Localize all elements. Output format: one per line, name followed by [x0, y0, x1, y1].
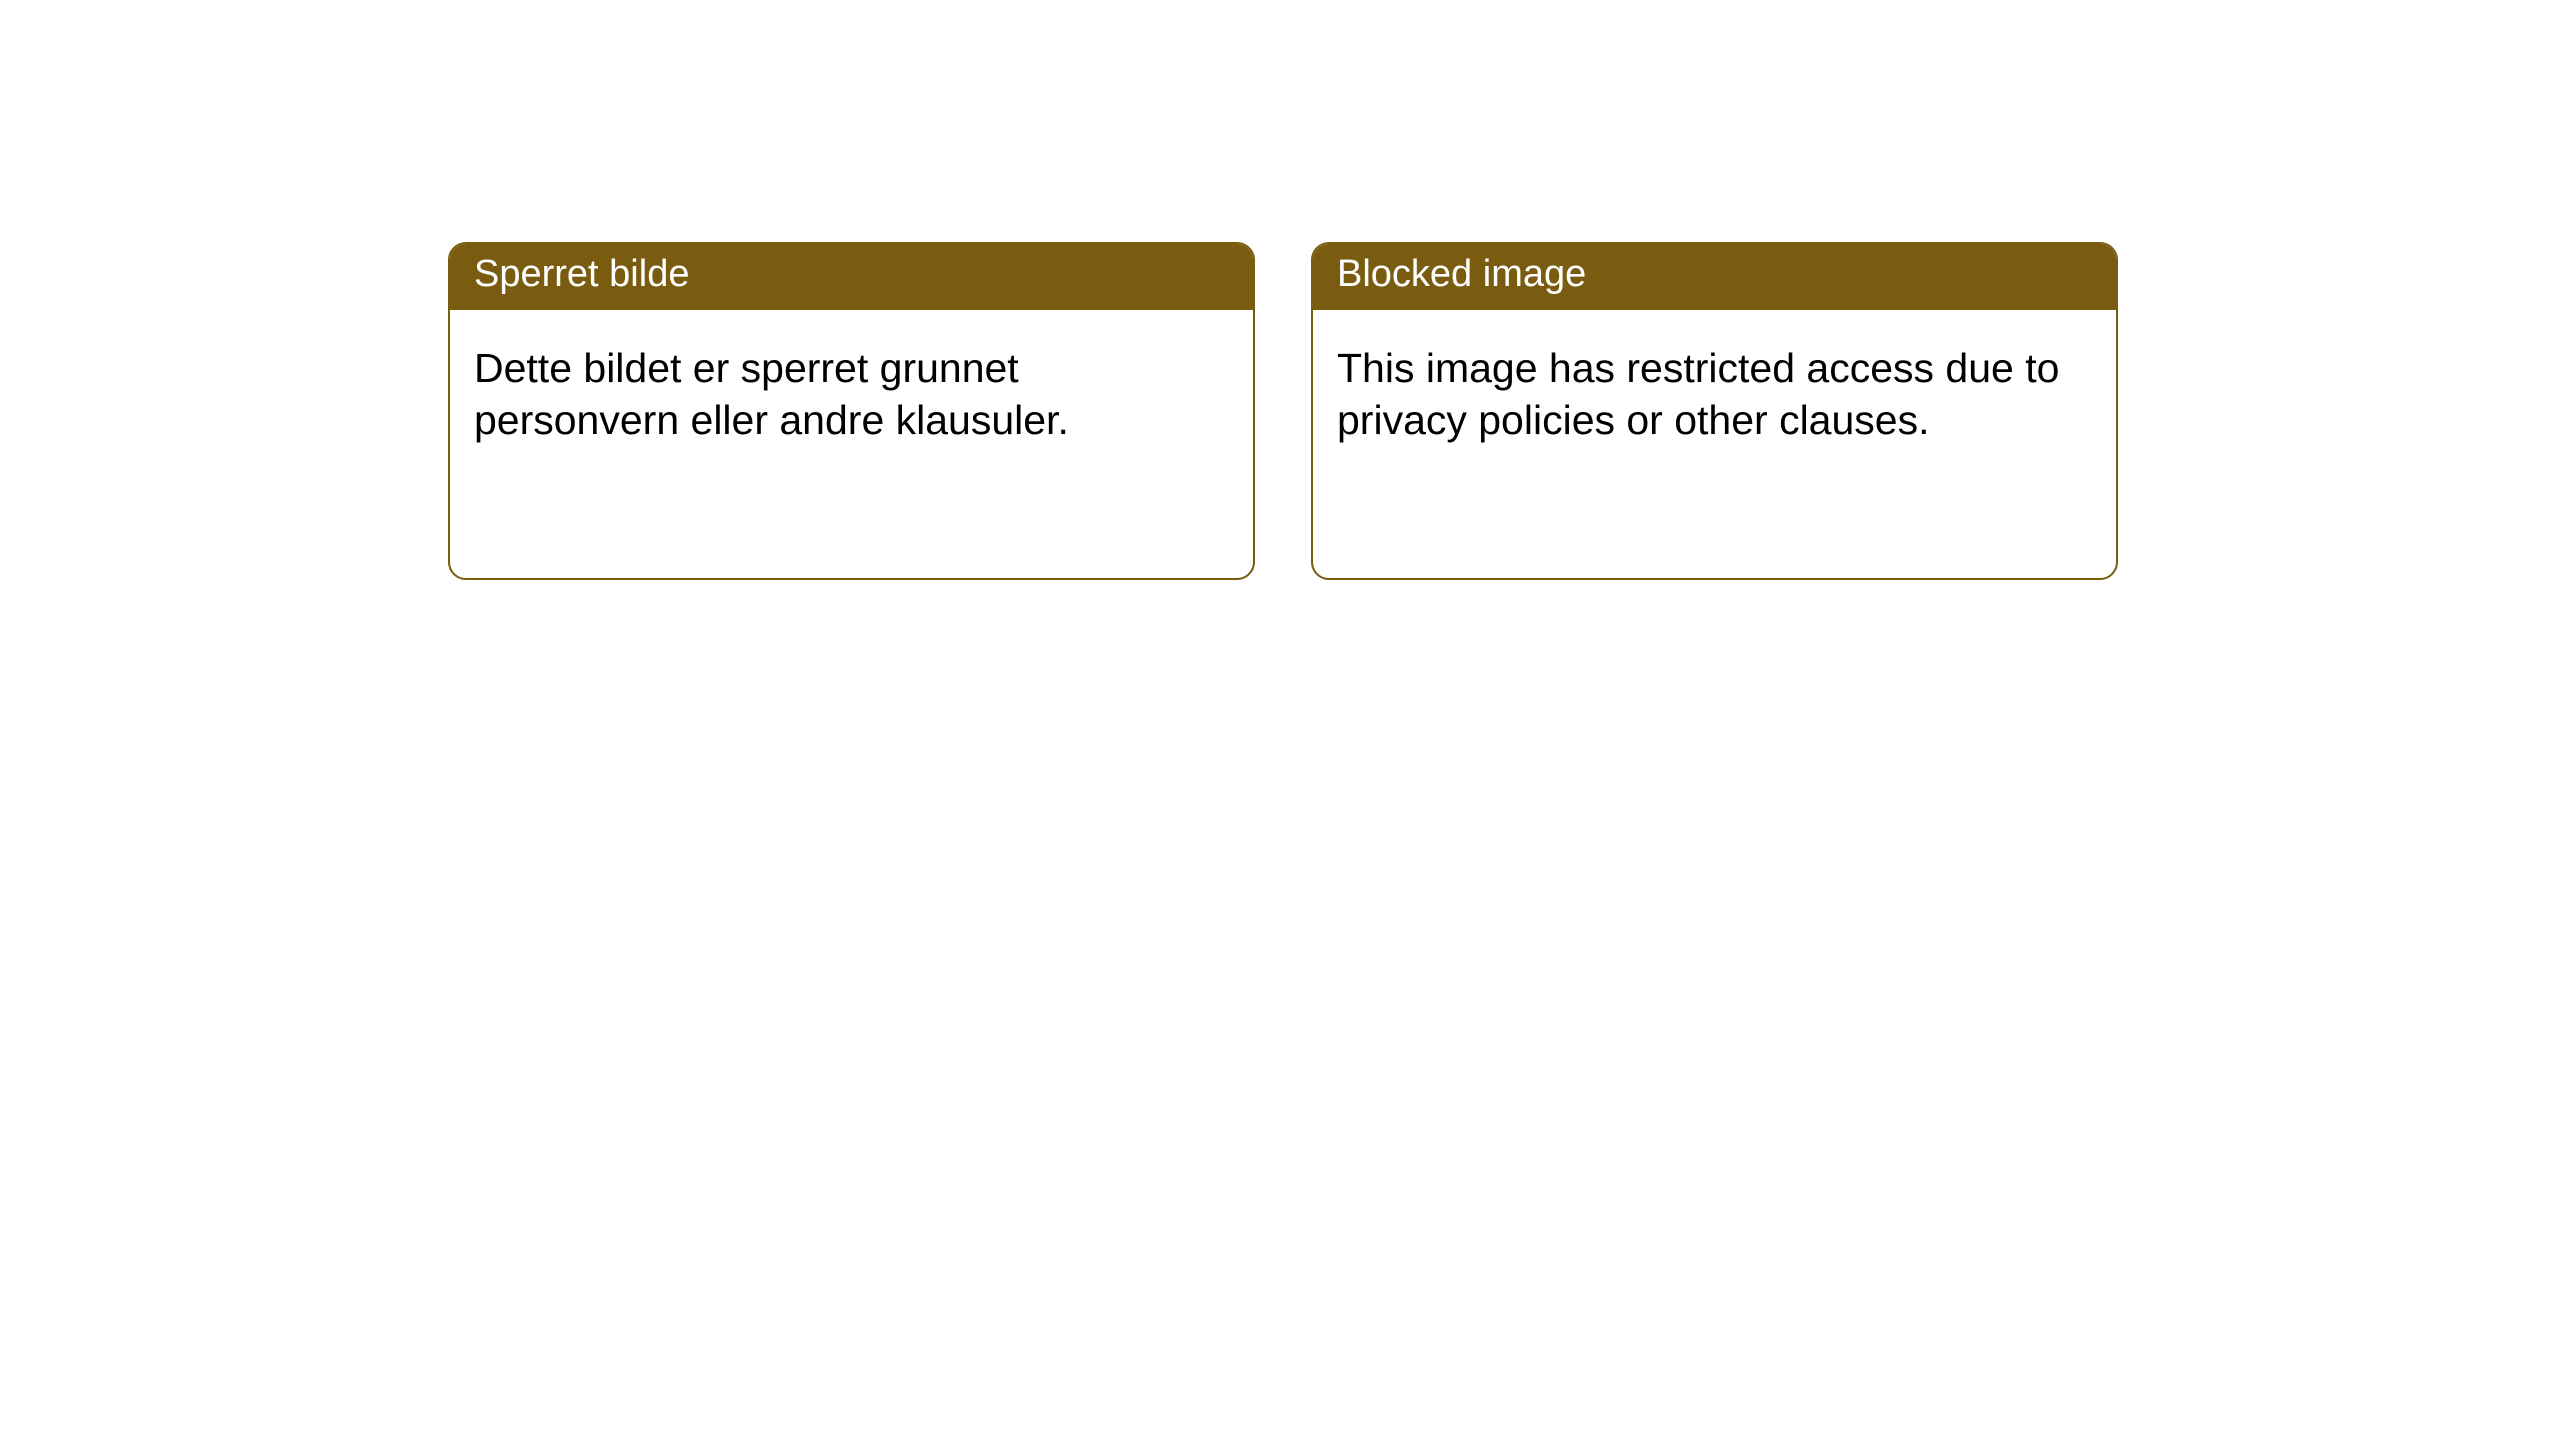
notices-container: Sperret bilde Dette bildet er sperret gr…: [448, 242, 2118, 580]
notice-body-norwegian: Dette bildet er sperret grunnet personve…: [450, 310, 1253, 479]
notice-box-norwegian: Sperret bilde Dette bildet er sperret gr…: [448, 242, 1255, 580]
notice-body-english: This image has restricted access due to …: [1313, 310, 2116, 479]
notice-header-english: Blocked image: [1313, 244, 2116, 310]
notice-header-norwegian: Sperret bilde: [450, 244, 1253, 310]
notice-box-english: Blocked image This image has restricted …: [1311, 242, 2118, 580]
